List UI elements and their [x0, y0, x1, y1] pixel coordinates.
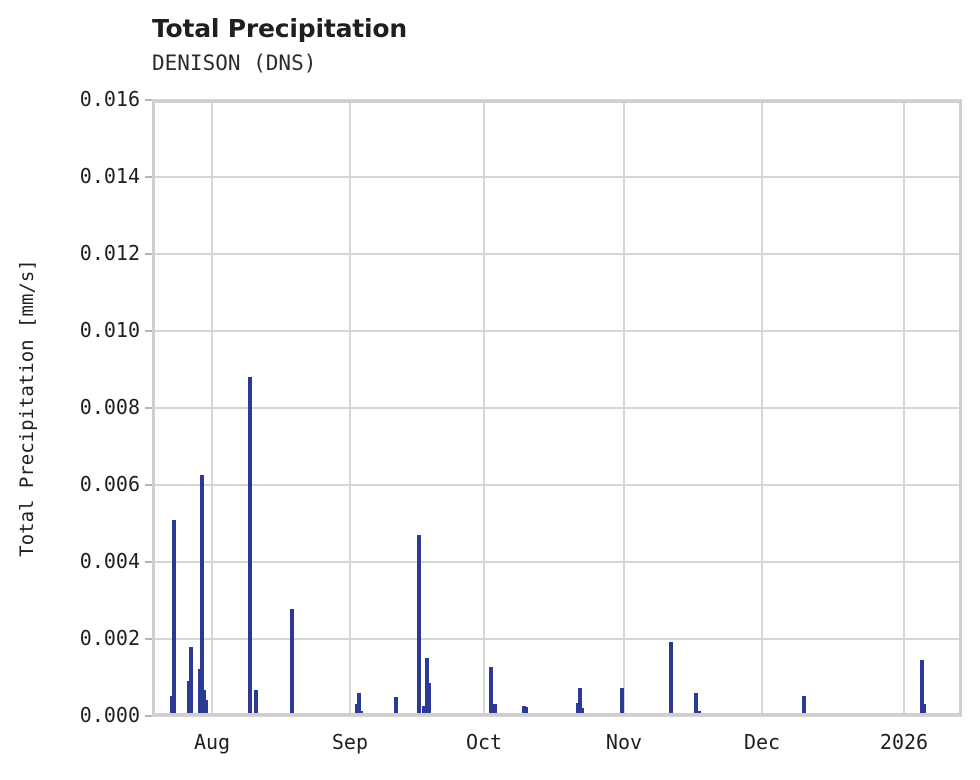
data-bar: [290, 608, 294, 716]
data-bar: [417, 535, 421, 716]
data-bar: [355, 704, 359, 716]
data-bar: [254, 689, 258, 716]
x-tick-label: Dec: [743, 730, 781, 754]
y-tick-label: 0.014: [79, 164, 140, 188]
gridline-vertical: [903, 100, 905, 716]
x-tick-label: Nov: [605, 730, 643, 754]
axis-border-bottom: [152, 713, 962, 716]
gridline-horizontal: [152, 561, 962, 563]
y-tick-label: 0.008: [79, 395, 140, 419]
data-bar: [620, 687, 624, 716]
plot-area: [152, 99, 962, 717]
data-bar: [578, 688, 582, 716]
data-bar: [427, 683, 431, 716]
axis-border-right: [959, 100, 962, 716]
y-tick-mark: [145, 99, 152, 101]
y-tick-label: 0.006: [79, 472, 140, 496]
y-tick-mark: [145, 561, 152, 563]
data-bar: [357, 693, 361, 716]
gridline-horizontal: [152, 638, 962, 640]
data-bar: [204, 699, 208, 716]
data-bar: [187, 681, 191, 716]
data-bar: [694, 692, 698, 716]
page-title: Total Precipitation: [152, 14, 407, 43]
data-bar: [172, 519, 176, 716]
y-tick-mark: [145, 407, 152, 409]
y-tick-mark: [145, 715, 152, 717]
x-tick-label: 2026: [879, 730, 929, 754]
gridline-horizontal: [152, 330, 962, 332]
x-tick-label: Sep: [331, 730, 369, 754]
y-tick-label: 0.002: [79, 626, 140, 650]
data-bar: [198, 668, 202, 716]
axis-border-left: [152, 100, 155, 716]
data-bar: [422, 706, 426, 716]
y-tick-label: 0.012: [79, 241, 140, 265]
x-tick-label: Oct: [465, 730, 503, 754]
x-tick-label: Aug: [193, 730, 231, 754]
gridline-vertical: [211, 100, 214, 716]
y-tick-mark: [145, 484, 152, 486]
data-bar: [576, 702, 580, 716]
data-bar: [202, 689, 206, 716]
data-bar: [425, 658, 429, 716]
gridline-horizontal: [152, 176, 962, 178]
gridline-vertical: [622, 100, 625, 716]
data-bar: [489, 666, 493, 716]
axis-border-top: [152, 100, 962, 103]
y-tick-mark: [145, 176, 152, 178]
y-tick-mark: [145, 638, 152, 640]
data-bar: [189, 647, 193, 716]
gridline-horizontal: [152, 715, 962, 717]
data-bar: [802, 695, 806, 716]
data-bar: [493, 704, 497, 716]
data-bar: [524, 706, 528, 716]
gridline-vertical: [483, 100, 486, 716]
chart-subtitle: DENISON (DNS): [152, 51, 317, 75]
data-bar: [580, 707, 584, 716]
data-bar: [669, 642, 673, 716]
gridline-vertical: [761, 100, 763, 716]
y-tick-label: 0.000: [79, 703, 140, 727]
data-bar: [920, 660, 924, 716]
gridline-vertical: [348, 100, 351, 716]
data-bar: [394, 696, 398, 716]
gridline-horizontal: [152, 253, 962, 255]
y-tick-mark: [145, 253, 152, 255]
data-bar: [170, 696, 174, 716]
data-bar: [922, 704, 926, 716]
y-tick-mark: [145, 330, 152, 332]
gridline-horizontal: [152, 484, 962, 486]
y-axis-label: Total Precipitation [mm/s]: [16, 259, 38, 557]
data-bar: [522, 706, 526, 716]
y-tick-label: 0.016: [79, 87, 140, 111]
data-bar: [248, 377, 252, 716]
data-bar: [200, 474, 204, 716]
gridline-horizontal: [152, 407, 962, 409]
y-tick-label: 0.010: [79, 318, 140, 342]
y-tick-label: 0.004: [79, 549, 140, 573]
